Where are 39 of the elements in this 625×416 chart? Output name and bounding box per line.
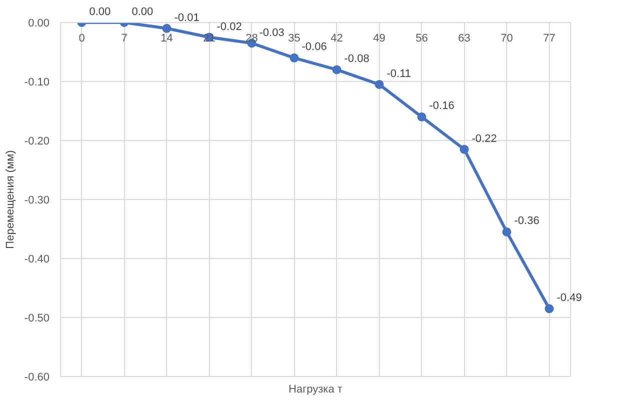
data-label: -0.06	[302, 41, 327, 54]
x-tick-label: 56	[416, 32, 428, 44]
x-axis-title: Нагрузка т	[288, 384, 342, 396]
point	[374, 80, 384, 89]
point	[162, 24, 172, 33]
point	[502, 227, 512, 236]
x-tick-label: 7	[121, 32, 128, 44]
y-tick-label: -0.60	[24, 372, 50, 384]
data-label: -0.03	[259, 26, 284, 39]
x-tick-label: 63	[458, 32, 470, 44]
point	[332, 65, 342, 74]
data-label: 0.00	[132, 6, 154, 18]
point	[417, 112, 426, 122]
data-label: 0.00	[89, 6, 111, 18]
data-label: -0.11	[386, 68, 412, 80]
y-tick-label: 0.00	[28, 18, 50, 30]
x-tick-label: 0	[78, 32, 85, 44]
data-label: -0.49	[556, 292, 582, 304]
x-tick-label: 70	[500, 32, 513, 44]
data-label: -0.22	[472, 132, 497, 145]
y-tick-label: -0.50	[24, 312, 50, 324]
data-label: -0.08	[344, 53, 370, 66]
y-tick-label: -0.30	[24, 194, 50, 206]
x-tick-label: 77	[543, 32, 556, 44]
data-label: -0.16	[429, 100, 454, 112]
x-tick-label: 49	[373, 32, 386, 44]
data-label: -0.01	[174, 12, 200, 24]
x-tick-label: 35	[288, 32, 300, 44]
y-tick-label: -0.10	[24, 76, 50, 88]
data-label: -0.36	[514, 215, 540, 228]
data-label: -0.02	[216, 20, 242, 33]
y-axis-title: Перемещения (мм)	[4, 150, 16, 249]
point	[290, 53, 299, 62]
x-tick-label: 14	[160, 32, 173, 44]
y-tick-label: -0.40	[24, 254, 50, 266]
y-tick-label: -0.20	[24, 136, 50, 148]
point	[460, 144, 469, 154]
point	[544, 304, 554, 314]
x-tick-label: 42	[330, 32, 343, 44]
